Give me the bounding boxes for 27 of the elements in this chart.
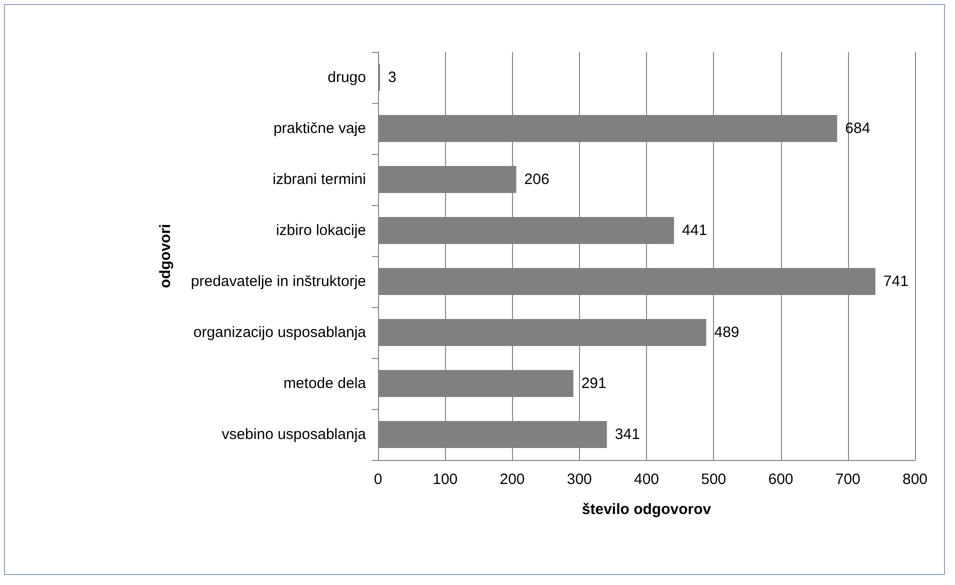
x-tick-label: 200 xyxy=(500,471,525,488)
data-label: 291 xyxy=(581,375,606,392)
y-tick-label: predavatelje in inštruktorje xyxy=(190,273,366,290)
data-label: 341 xyxy=(614,426,640,443)
y-tick-label: metode dela xyxy=(283,375,367,392)
x-tick-label: 600 xyxy=(768,471,794,488)
x-tick-label: 700 xyxy=(835,471,860,488)
x-tick-label: 400 xyxy=(634,471,660,488)
y-tick-label: izbiro lokacije xyxy=(276,222,366,239)
x-tick-label: 500 xyxy=(701,471,726,488)
data-label: 441 xyxy=(682,222,708,239)
y-tick-label: drugo xyxy=(328,69,366,86)
x-tick-label: 800 xyxy=(902,471,928,488)
x-tick-label: 0 xyxy=(374,471,382,488)
data-label: 489 xyxy=(714,324,740,341)
y-axis-title: odgovori xyxy=(157,224,174,288)
y-tick-label: organizacijo usposablanja xyxy=(193,324,367,341)
x-tick-label: 300 xyxy=(566,471,592,488)
data-label: 3 xyxy=(388,69,396,86)
data-label: 684 xyxy=(845,120,870,137)
x-axis-title: število odgovorov xyxy=(582,501,712,518)
data-label: 206 xyxy=(524,171,550,188)
x-tick-label: 100 xyxy=(432,471,458,488)
y-tick-label: izbrani termini xyxy=(272,171,366,188)
y-tick-label: vsebino usposablanja xyxy=(222,426,367,443)
data-label: 741 xyxy=(883,273,908,290)
y-tick-label: praktične vaje xyxy=(273,120,366,137)
